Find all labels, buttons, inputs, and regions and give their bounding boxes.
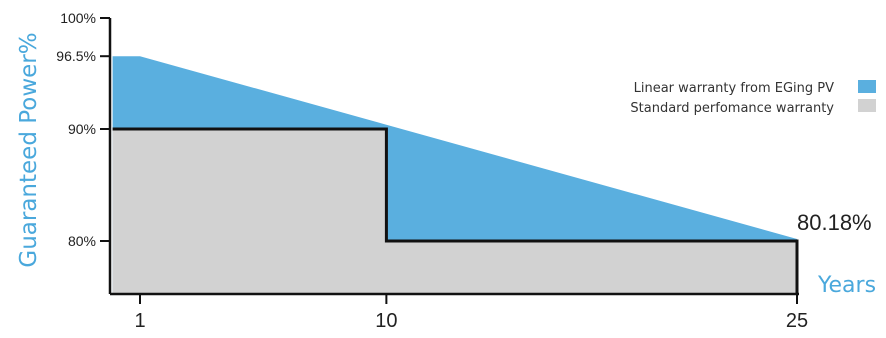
x-ticks: 1 10 25 [134,294,808,332]
y-ticks: 100% 96.5% 90% 80% [56,10,110,249]
x-axis-label: Years [817,273,876,298]
legend: Linear warranty from EGing PV Standard p… [630,80,876,116]
x-tick-label: 1 [134,310,145,332]
y-tick-label: 80% [68,233,96,249]
legend-swatch-linear [858,80,876,93]
legend-label-standard: Standard perfomance warranty [630,101,834,116]
y-tick-label: 100% [60,10,96,26]
legend-swatch-standard [858,99,876,112]
standard-warranty-step-line [112,127,799,294]
x-tick-label: 25 [786,310,808,332]
end-value-annotation: 80.18% [797,210,872,235]
y-tick-label: 90% [68,121,96,137]
legend-label-linear: Linear warranty from EGing PV [634,81,834,96]
y-tick-label: 96.5% [56,48,96,64]
x-tick-label: 10 [375,310,397,332]
standard-warranty-area [112,129,798,294]
y-axis-label: Guaranteed Power% [16,32,42,267]
